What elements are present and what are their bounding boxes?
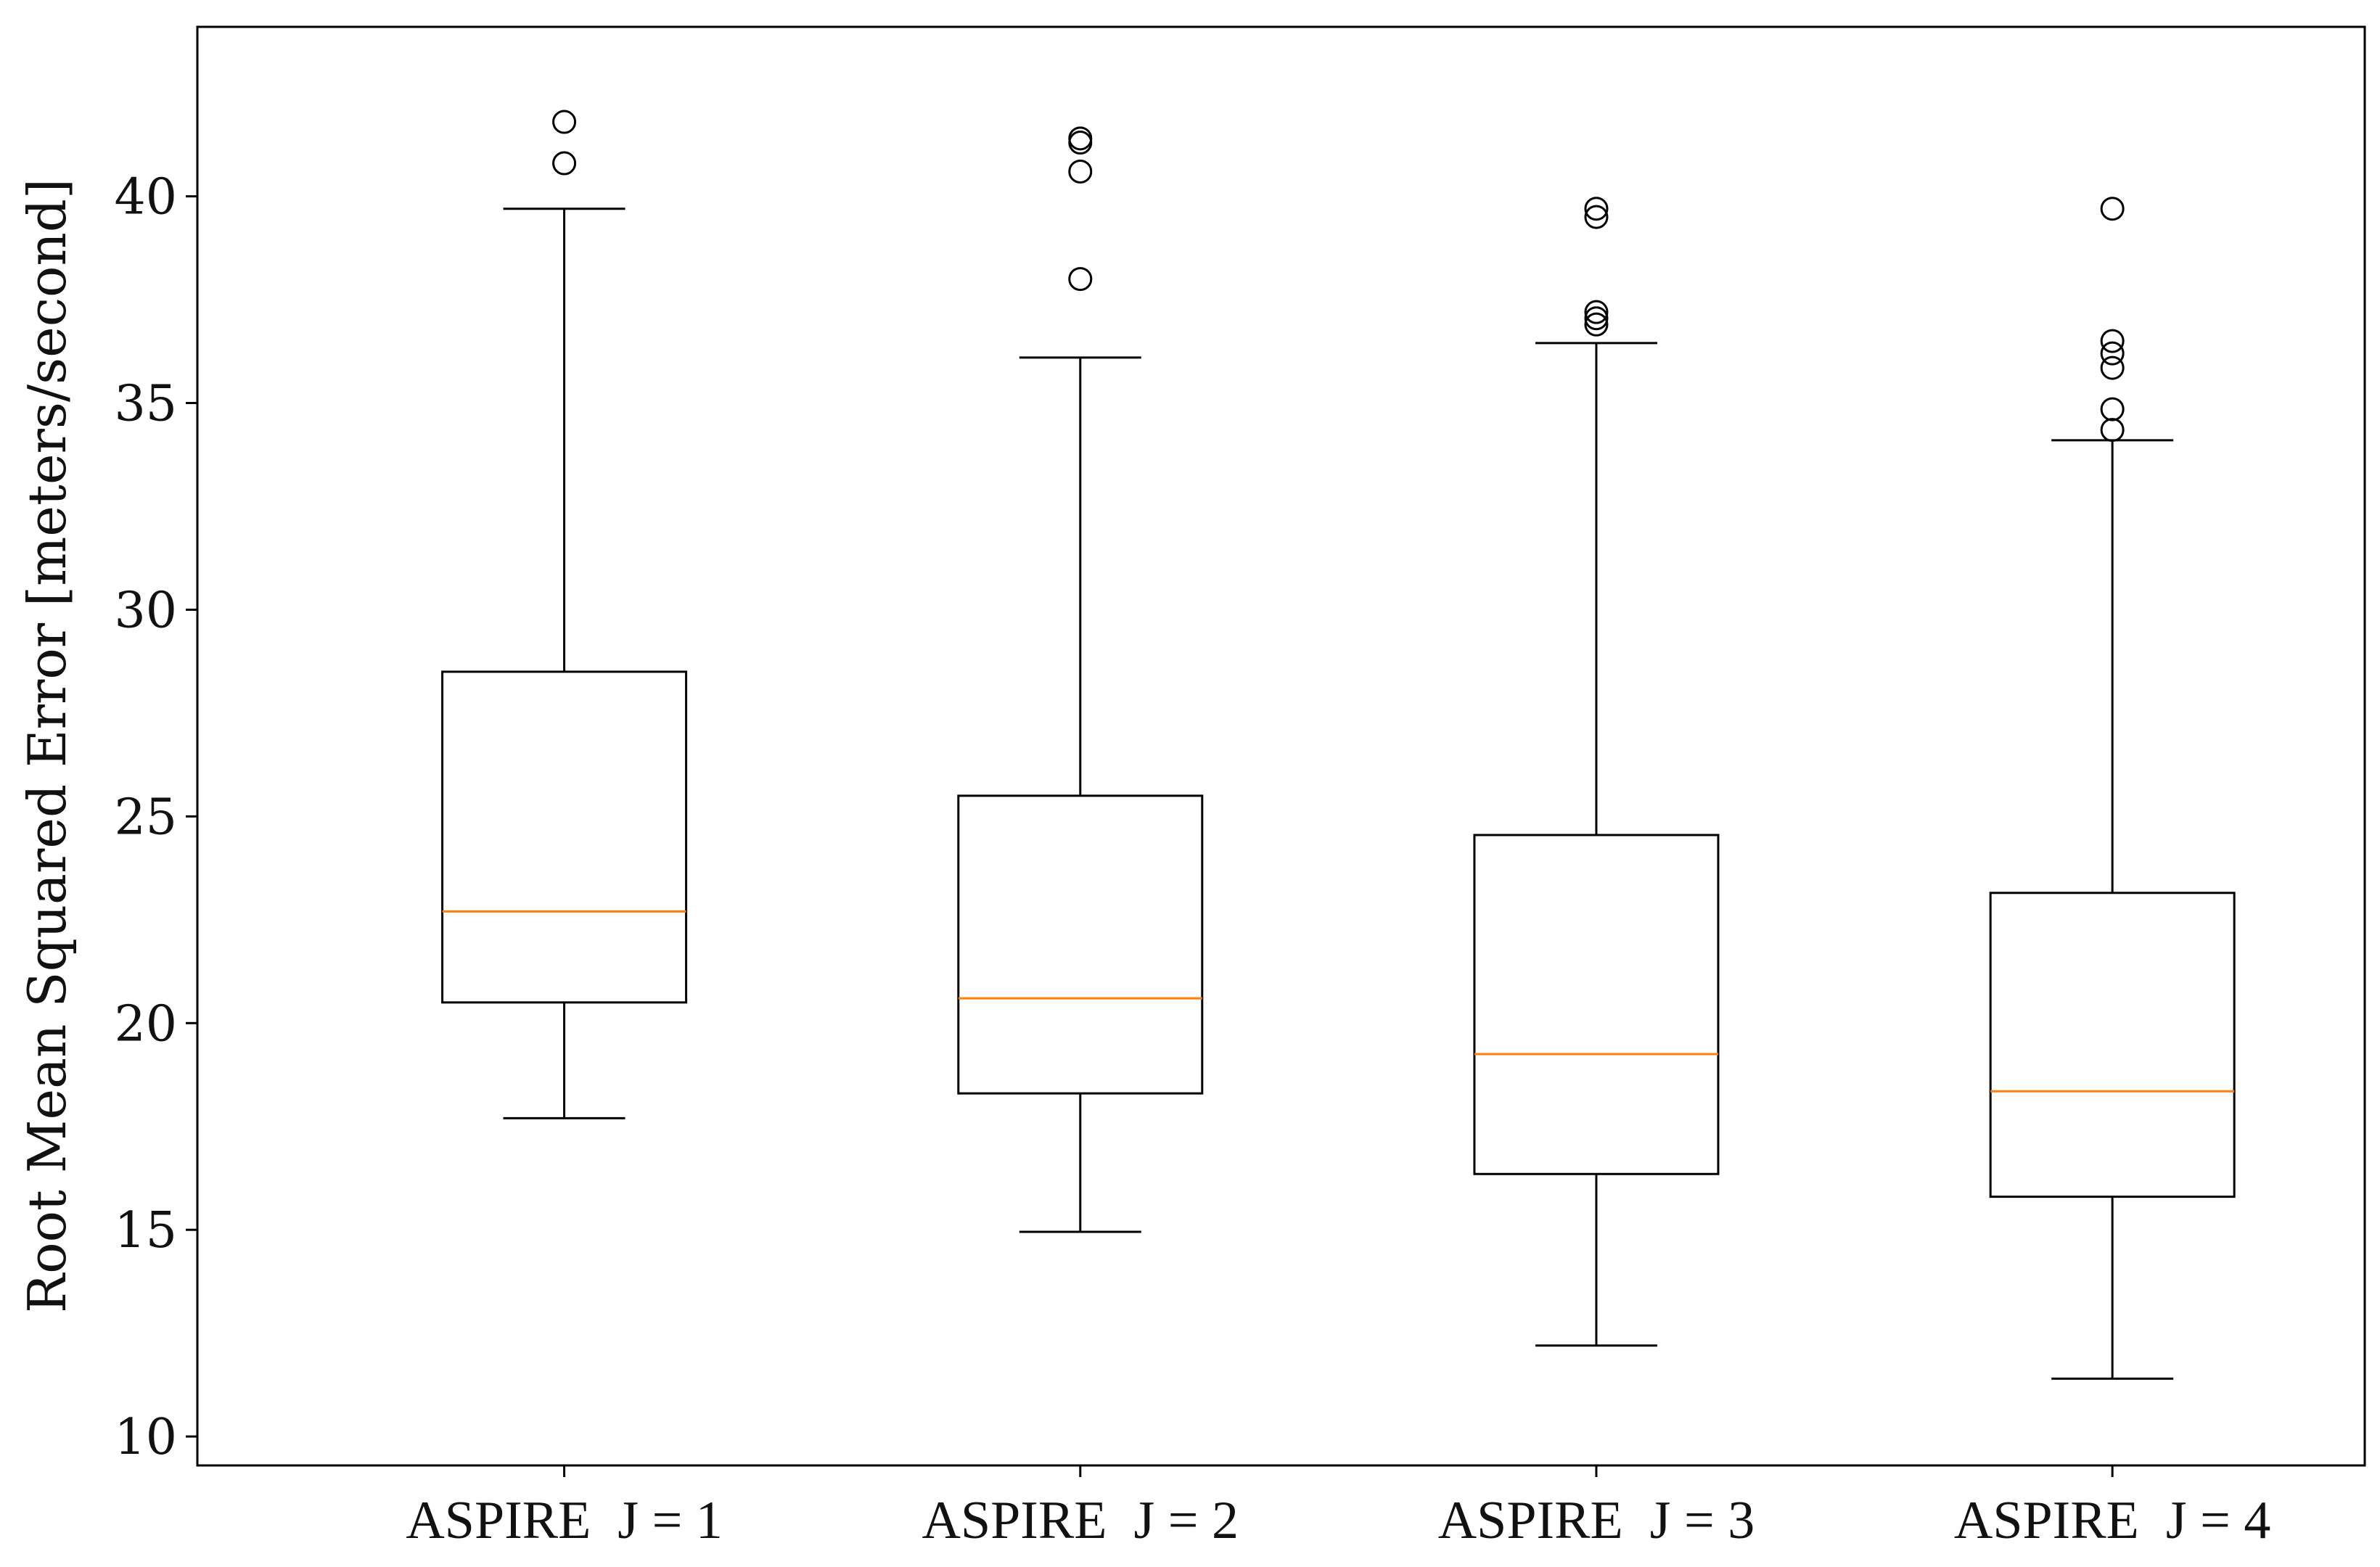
y-axis: 10 15 20 25 30 35 40 (114, 169, 197, 1466)
y-tick-label: 35 (114, 376, 177, 433)
y-tick-label: 10 (114, 1409, 177, 1466)
outlier-point (1584, 197, 1609, 221)
y-axis-title: Root Mean Squared Error [meters/second] (17, 178, 78, 1313)
x-tick-label: ASPIRE J = 1 (406, 1491, 722, 1550)
x-tick-label: ASPIRE J = 3 (1438, 1491, 1755, 1550)
box-3 (1473, 197, 1720, 1347)
outlier-point (2100, 329, 2125, 353)
outlier-point (552, 151, 577, 176)
x-tick-label: ASPIRE J = 4 (1954, 1491, 2270, 1550)
outlier-point (2100, 355, 2125, 380)
box-1 (441, 110, 688, 1119)
outlier-point (2100, 418, 2125, 443)
outlier-point (1584, 306, 1609, 331)
outlier-point (1584, 312, 1609, 337)
outlier-point (2100, 341, 2125, 366)
plot-frame (196, 25, 2366, 1467)
x-tick-label: ASPIRE J = 2 (922, 1491, 1239, 1550)
outlier-point (2100, 197, 2125, 221)
outlier-point (1068, 267, 1093, 292)
outlier-point (1584, 205, 1609, 229)
iqr-box (1473, 834, 1720, 1175)
outlier-point (552, 110, 577, 134)
y-tick-label: 20 (114, 995, 177, 1053)
outlier-point (1068, 126, 1093, 151)
y-tick-label: 15 (114, 1202, 177, 1259)
outlier-point (2100, 397, 2125, 421)
x-axis: ASPIRE J = 1 ASPIRE J = 2 ASPIRE J = 3 ASPI… (406, 1465, 2270, 1550)
iqr-box (957, 794, 1204, 1095)
y-tick-label: 25 (114, 789, 177, 846)
box-4 (1989, 197, 2236, 1380)
boxes-group (441, 110, 2236, 1380)
box-2 (957, 126, 1204, 1233)
outlier-point (1584, 300, 1609, 324)
y-tick-label: 30 (114, 582, 177, 639)
iqr-box (441, 670, 688, 1004)
iqr-box (1989, 892, 2236, 1198)
outlier-point (1068, 159, 1093, 184)
y-tick-label: 40 (114, 169, 177, 226)
